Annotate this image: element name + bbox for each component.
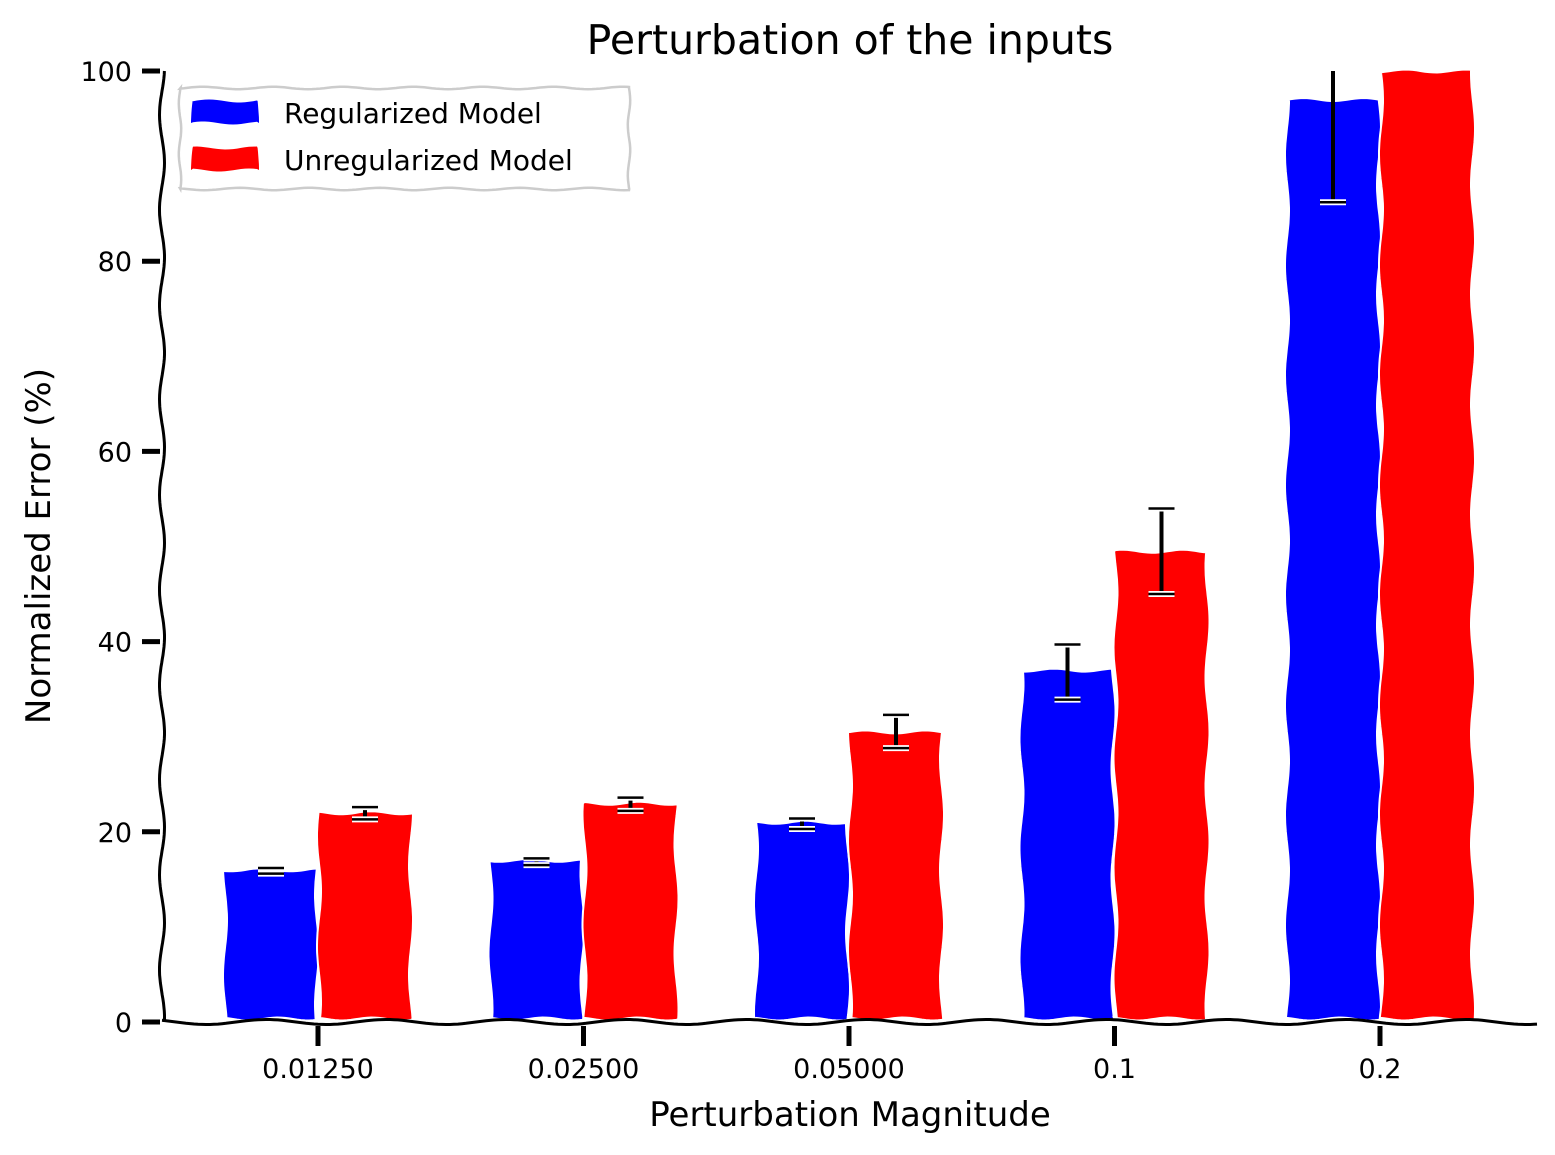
error-bar-regularized-0.02500	[523, 855, 550, 869]
error-bar-regularized-0.01250	[258, 864, 284, 877]
x-tick-label-0.01250: 0.01250	[262, 1054, 374, 1085]
x-axis-line	[161, 1018, 1538, 1026]
x-axis-ticks: 0.01250 0.02500 0.05000 0.1 0.2	[262, 1026, 1401, 1085]
legend: Regularized Model Unregularized Model	[177, 83, 632, 194]
error-bar-unregularized-0.01250	[352, 804, 378, 823]
chart-title: Perturbation of the inputs	[587, 16, 1114, 64]
y-tick-label-60: 60	[98, 437, 132, 468]
error-bar-regularized-0.2	[1320, 71, 1346, 206]
y-tick-label-100: 100	[80, 57, 132, 88]
legend-label-regularized: Regularized Model	[284, 97, 542, 130]
y-tick-label-20: 20	[98, 818, 132, 849]
bar-regularized-0.02500	[487, 857, 587, 1022]
bars	[222, 68, 1477, 1022]
legend-swatch-unregularized	[191, 146, 259, 172]
y-axis-ticks: 0 20 40 60 80 100	[80, 57, 160, 1039]
bar-unregularized-0.02500	[581, 800, 680, 1022]
error-bars	[258, 71, 1346, 877]
legend-label-unregularized: Unregularized Model	[284, 144, 573, 177]
y-axis-line	[157, 70, 167, 1023]
y-axis-label: Normalized Error (%)	[19, 368, 59, 724]
bar-unregularized-0.2	[1378, 68, 1477, 1022]
y-tick-label-0: 0	[115, 1008, 132, 1039]
error-bar-unregularized-0.05000	[883, 711, 909, 752]
bar-regularized-0.01250	[222, 867, 321, 1022]
x-axis-label: Perturbation Magnitude	[649, 1095, 1051, 1135]
bar-regularized-0.05000	[753, 819, 851, 1022]
x-tick-label-0.05000: 0.05000	[793, 1054, 905, 1085]
y-tick-label-80: 80	[98, 247, 132, 278]
error-bar-unregularized-0.1	[1148, 505, 1175, 598]
legend-frame	[177, 83, 632, 194]
x-tick-label-0.02500: 0.02500	[528, 1054, 640, 1085]
bar-unregularized-0.01250	[316, 810, 415, 1022]
x-tick-label-0.1: 0.1	[1093, 1054, 1136, 1085]
legend-swatch-regularized	[191, 99, 259, 125]
bar-regularized-0.2	[1284, 96, 1382, 1022]
error-bar-unregularized-0.02500	[617, 794, 644, 814]
bar-unregularized-0.1	[1111, 548, 1211, 1022]
error-bar-regularized-0.05000	[789, 815, 815, 832]
y-tick-label-40: 40	[98, 628, 132, 659]
error-bar-regularized-0.1	[1054, 641, 1081, 703]
bar-regularized-0.1	[1018, 667, 1117, 1022]
x-tick-label-0.2: 0.2	[1359, 1054, 1402, 1085]
bar-unregularized-0.05000	[846, 729, 945, 1022]
